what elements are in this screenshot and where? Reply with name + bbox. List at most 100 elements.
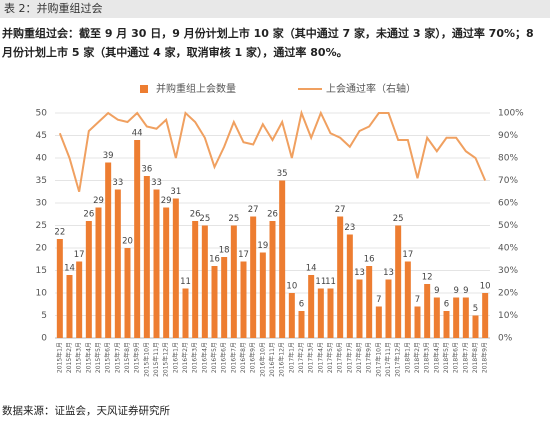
- x-tick-label: 2016年6月: [220, 342, 228, 373]
- bar-value-label: 26: [190, 210, 201, 220]
- bar-value-label: 25: [199, 214, 210, 224]
- bar: [134, 140, 141, 338]
- bar-value-label: 6: [444, 300, 449, 310]
- bar-value-label: 13: [354, 268, 365, 278]
- bar-value-label: 19: [257, 241, 268, 251]
- bar-value-label: 9: [453, 286, 458, 296]
- bar: [375, 306, 382, 338]
- bar: [298, 311, 305, 338]
- bar: [259, 252, 266, 338]
- bar-value-label: 26: [83, 210, 94, 220]
- x-tick-label: 2017年5月: [326, 342, 334, 373]
- bar: [453, 297, 460, 338]
- x-tick-label: 2016年1月: [171, 342, 179, 373]
- bar-value-label: 33: [151, 178, 162, 188]
- x-tick-label: 2017年7月: [345, 342, 353, 373]
- x-tick-label: 2018年6月: [452, 342, 460, 373]
- x-tick-label: 2017年4月: [316, 342, 324, 373]
- bar-value-label: 7: [415, 295, 420, 305]
- bar-value-label: 12: [422, 273, 433, 283]
- y-tick-label: 45: [36, 131, 47, 141]
- bar: [163, 207, 170, 338]
- x-tick-label: 2016年7月: [229, 342, 237, 373]
- bar: [366, 266, 373, 338]
- bar: [221, 257, 228, 338]
- y-tick-label: 20: [36, 244, 48, 254]
- x-tick-label: 2018年3月: [423, 342, 431, 373]
- x-tick-label: 2017年8月: [355, 342, 363, 373]
- bar-value-label: 22: [54, 228, 65, 238]
- x-tick-label: 2016年10月: [258, 342, 266, 377]
- bar: [269, 221, 276, 338]
- bar-value-label: 11: [315, 277, 326, 287]
- bar-value-label: 25: [393, 214, 404, 224]
- bar: [279, 180, 286, 338]
- y2-tick-label: 90%: [498, 131, 518, 141]
- x-tick-label: 2017年10月: [374, 342, 382, 377]
- y-tick-label: 40: [36, 154, 48, 164]
- bar-value-label: 29: [161, 196, 172, 206]
- bar: [462, 297, 469, 338]
- bar-value-label: 26: [267, 210, 278, 220]
- y-tick-label: 25: [36, 221, 47, 231]
- y-tick-label: 30: [36, 199, 48, 209]
- bar-value-label: 35: [277, 169, 288, 179]
- bar: [85, 221, 92, 338]
- bar-value-label: 39: [103, 151, 114, 161]
- bar-value-label: 10: [286, 282, 297, 292]
- bar: [211, 266, 218, 338]
- bar: [424, 284, 431, 338]
- bar-value-label: 9: [463, 286, 468, 296]
- bar-value-label: 17: [74, 250, 85, 260]
- legend-label: 并购重组上会数量: [156, 82, 236, 95]
- bar-value-label: 14: [306, 264, 317, 274]
- x-tick-label: 2017年9月: [365, 342, 373, 373]
- bar-value-label: 11: [325, 277, 336, 287]
- y2-tick-label: 40%: [498, 244, 518, 254]
- bar-value-label: 25: [228, 214, 239, 224]
- bar-value-label: 33: [112, 178, 123, 188]
- y2-tick-label: 80%: [498, 154, 518, 164]
- x-tick-label: 2015年11月: [152, 342, 160, 377]
- x-tick-label: 2015年8月: [123, 342, 131, 373]
- y2-tick-label: 10%: [498, 311, 518, 321]
- bar-value-label: 14: [64, 264, 75, 274]
- x-tick-label: 2016年4月: [200, 342, 208, 373]
- x-tick-label: 2016年3月: [191, 342, 199, 373]
- x-tick-label: 2017年6月: [336, 342, 344, 373]
- bar-value-label: 16: [209, 255, 220, 265]
- bar: [327, 288, 334, 338]
- x-tick-label: 2018年4月: [432, 342, 440, 373]
- bar: [337, 216, 344, 338]
- header: 表 2：并购重组过会: [0, 0, 550, 18]
- bar: [114, 189, 121, 338]
- bar: [66, 275, 73, 338]
- x-tick-label: 2015年5月: [94, 342, 102, 373]
- x-tick-label: 2018年8月: [471, 342, 479, 373]
- x-tick-label: 2018年7月: [461, 342, 469, 373]
- x-tick-label: 2017年2月: [297, 342, 305, 373]
- bar-value-label: 27: [335, 205, 346, 215]
- legend-swatch: [140, 85, 148, 93]
- y2-tick-label: 20%: [498, 289, 518, 299]
- y2-tick-label: 70%: [498, 176, 518, 186]
- x-tick-label: 2016年11月: [268, 342, 276, 377]
- bar-value-label: 23: [344, 223, 355, 233]
- bar-value-label: 20: [122, 237, 133, 247]
- x-tick-label: 2016年5月: [210, 342, 218, 373]
- legend-label: 上会通过率（右轴）: [326, 82, 416, 95]
- bar: [482, 293, 489, 338]
- bar: [414, 306, 421, 338]
- bar-value-label: 17: [402, 250, 413, 260]
- bar-value-label: 5: [473, 304, 478, 314]
- x-tick-label: 2015年4月: [84, 342, 92, 373]
- y2-tick-label: 0%: [498, 334, 513, 344]
- x-tick-label: 2015年3月: [75, 342, 83, 373]
- bar: [385, 279, 392, 338]
- bar-value-label: 16: [364, 255, 375, 265]
- x-tick-label: 2018年9月: [481, 342, 489, 373]
- bar-value-label: 9: [434, 286, 439, 296]
- x-tick-label: 2016年12月: [278, 342, 286, 377]
- y2-tick-label: 100%: [498, 109, 524, 119]
